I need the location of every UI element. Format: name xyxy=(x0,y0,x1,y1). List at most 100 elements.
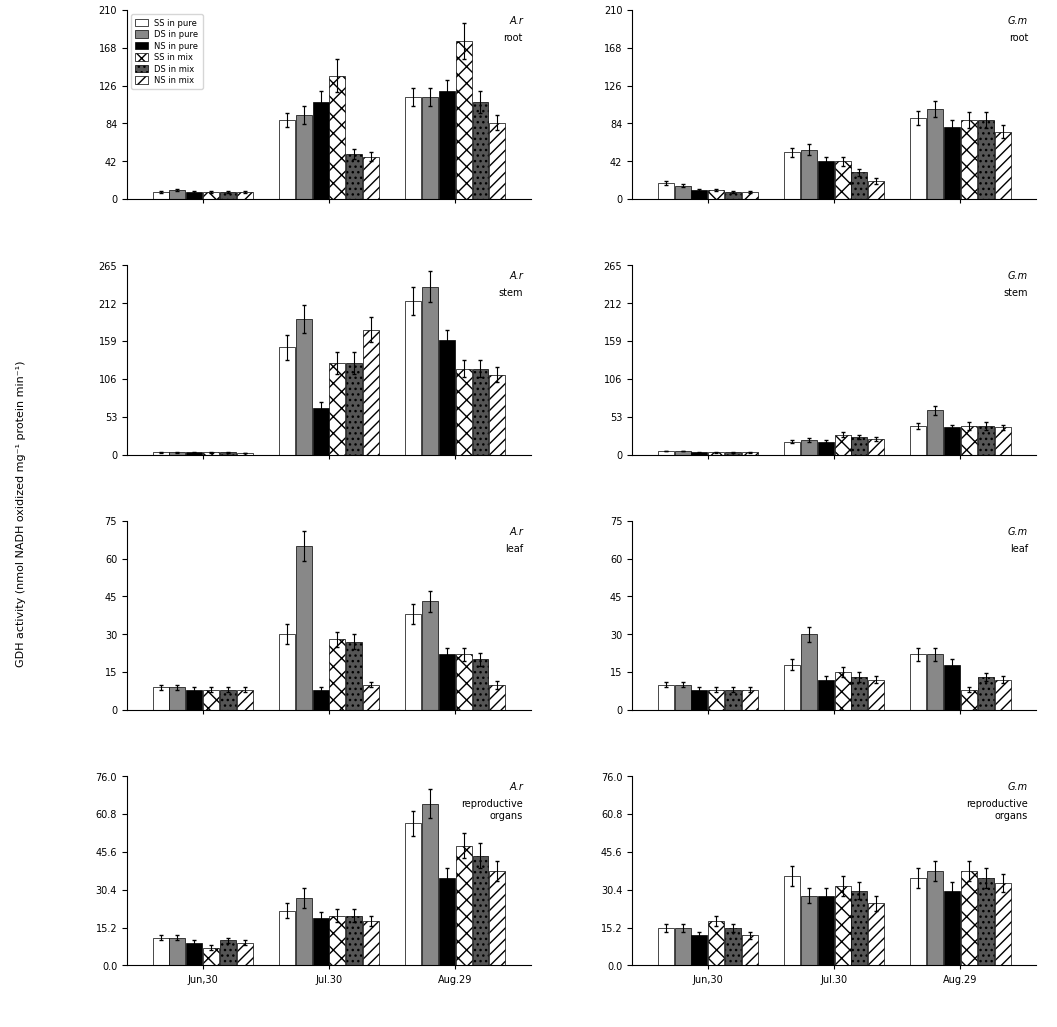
Bar xyxy=(330,916,346,965)
Bar xyxy=(961,871,977,965)
Bar xyxy=(657,183,673,199)
Bar xyxy=(927,411,943,455)
Bar xyxy=(422,98,438,199)
Text: root: root xyxy=(1008,33,1027,43)
Text: G.m: G.m xyxy=(1007,782,1027,792)
Bar xyxy=(657,685,673,710)
Bar xyxy=(220,941,236,965)
Bar xyxy=(363,685,378,710)
Bar xyxy=(346,642,363,710)
Bar xyxy=(279,348,295,455)
Bar xyxy=(800,441,817,455)
Bar xyxy=(708,453,724,455)
Bar xyxy=(456,654,471,710)
Bar xyxy=(186,192,202,199)
Legend: SS in pure, DS in pure, NS in pure, SS in mix, DS in mix, NS in mix: SS in pure, DS in pure, NS in pure, SS i… xyxy=(131,14,203,89)
Bar xyxy=(330,76,346,199)
Bar xyxy=(657,451,673,455)
Bar xyxy=(708,190,724,199)
Bar xyxy=(674,685,690,710)
Bar xyxy=(456,42,471,199)
Text: leaf: leaf xyxy=(1009,543,1027,554)
Bar xyxy=(439,878,455,965)
Text: root: root xyxy=(503,33,523,43)
Bar xyxy=(961,426,977,455)
Bar xyxy=(868,903,884,965)
Bar xyxy=(439,341,455,455)
Bar xyxy=(725,192,741,199)
Bar xyxy=(851,890,867,965)
Bar xyxy=(834,161,850,199)
Bar xyxy=(220,192,236,199)
Bar xyxy=(784,442,800,455)
Bar xyxy=(995,680,1010,710)
Bar xyxy=(489,375,505,455)
Bar xyxy=(472,102,488,199)
Text: reproductive
organs: reproductive organs xyxy=(461,799,523,821)
Bar xyxy=(944,890,960,965)
Bar xyxy=(489,685,505,710)
Bar xyxy=(456,369,471,455)
Bar xyxy=(363,920,378,965)
Bar xyxy=(742,690,758,710)
Bar xyxy=(439,654,455,710)
Bar xyxy=(203,690,219,710)
Text: A.r: A.r xyxy=(508,782,523,792)
Bar xyxy=(784,153,800,199)
Bar xyxy=(784,664,800,710)
Bar xyxy=(237,453,253,455)
Bar xyxy=(834,434,850,455)
Bar xyxy=(995,131,1010,199)
Bar xyxy=(313,690,329,710)
Bar xyxy=(674,451,690,455)
Bar xyxy=(405,301,421,455)
Bar xyxy=(927,871,943,965)
Bar xyxy=(817,161,833,199)
Bar xyxy=(910,878,926,965)
Bar xyxy=(868,182,884,199)
Text: stem: stem xyxy=(498,289,523,298)
Bar xyxy=(152,938,168,965)
Bar xyxy=(927,109,943,199)
Bar xyxy=(725,690,741,710)
Bar xyxy=(691,453,707,455)
Bar xyxy=(851,173,867,199)
Bar xyxy=(330,640,346,710)
Bar xyxy=(691,190,707,199)
Bar xyxy=(313,409,329,455)
Bar xyxy=(439,91,455,199)
Bar xyxy=(674,928,690,965)
Bar xyxy=(868,439,884,455)
Bar xyxy=(978,120,994,199)
Bar xyxy=(456,846,471,965)
Bar xyxy=(203,453,219,455)
Bar xyxy=(346,154,363,199)
Bar xyxy=(169,453,185,455)
Bar xyxy=(944,664,960,710)
Bar xyxy=(708,920,724,965)
Bar xyxy=(742,453,758,455)
Bar xyxy=(489,123,505,199)
Bar xyxy=(296,116,312,199)
Bar xyxy=(691,690,707,710)
Bar xyxy=(834,673,850,710)
Bar xyxy=(203,192,219,199)
Bar xyxy=(927,654,943,710)
Bar xyxy=(237,690,253,710)
Bar xyxy=(296,546,312,710)
Text: reproductive
organs: reproductive organs xyxy=(966,799,1027,821)
Text: stem: stem xyxy=(1003,289,1027,298)
Bar xyxy=(203,948,219,965)
Text: G.m: G.m xyxy=(1007,527,1027,536)
Bar xyxy=(800,896,817,965)
Bar xyxy=(472,369,488,455)
Bar xyxy=(657,928,673,965)
Bar xyxy=(363,157,378,199)
Bar xyxy=(405,614,421,710)
Bar xyxy=(152,687,168,710)
Bar xyxy=(995,427,1010,455)
Bar xyxy=(978,426,994,455)
Bar xyxy=(186,453,202,455)
Bar xyxy=(851,436,867,455)
Bar xyxy=(472,855,488,965)
